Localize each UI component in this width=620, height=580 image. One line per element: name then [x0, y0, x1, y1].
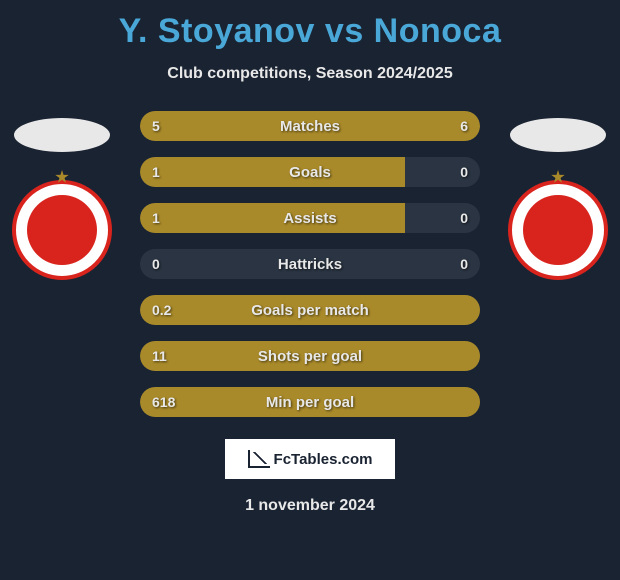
stat-value-right: 0 [460, 164, 468, 180]
stat-label: Goals per match [140, 302, 480, 319]
crest-inner-icon [523, 195, 593, 265]
stat-bar: 5Matches6 [140, 111, 480, 141]
stat-bar: 0.2Goals per match [140, 295, 480, 325]
right-club-crest [508, 180, 608, 280]
comparison-subtitle: Club competitions, Season 2024/2025 [0, 65, 620, 83]
stat-label: Goals [140, 164, 480, 181]
right-player-side [508, 118, 608, 280]
right-player-silhouette [510, 118, 606, 152]
stat-bar: 1Goals0 [140, 157, 480, 187]
stat-label: Min per goal [140, 394, 480, 411]
crest-inner-icon [27, 195, 97, 265]
stat-bar: 0Hattricks0 [140, 249, 480, 279]
left-player-side [12, 118, 112, 280]
stat-bars-container: 5Matches61Goals01Assists00Hattricks00.2G… [140, 111, 480, 417]
chart-icon [248, 450, 270, 468]
comparison-title: Y. Stoyanov vs Nonoca [0, 0, 620, 51]
left-club-crest [12, 180, 112, 280]
stat-label: Hattricks [140, 256, 480, 273]
stat-bar: 618Min per goal [140, 387, 480, 417]
stat-value-right: 0 [460, 210, 468, 226]
stat-value-right: 0 [460, 256, 468, 272]
stat-value-right: 6 [460, 118, 468, 134]
generation-date: 1 november 2024 [0, 497, 620, 515]
left-player-silhouette [14, 118, 110, 152]
stat-bar: 1Assists0 [140, 203, 480, 233]
stat-bar: 11Shots per goal [140, 341, 480, 371]
stat-label: Assists [140, 210, 480, 227]
fctables-logo: FcTables.com [225, 439, 395, 479]
logo-text: FcTables.com [274, 451, 373, 468]
stat-label: Shots per goal [140, 348, 480, 365]
stat-label: Matches [140, 118, 480, 135]
